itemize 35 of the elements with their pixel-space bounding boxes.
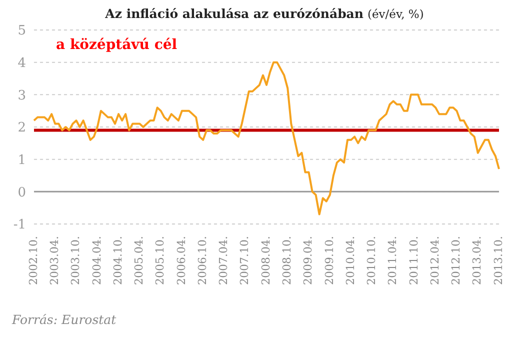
annotation: a középtávú cél [56, 37, 178, 53]
x-tick-label: 2008.04. [259, 236, 272, 285]
x-tick-label: 2010.10. [365, 236, 378, 285]
x-tick-label: 2007.10. [238, 236, 252, 285]
x-tick-label: 2013.04. [470, 236, 484, 285]
x-tick-label: 2010.04. [344, 236, 357, 285]
x-tick-label: 2002.10. [26, 236, 40, 285]
x-tick-label: 2008.10. [280, 236, 294, 285]
text: Forrás: Eurostat [12, 312, 116, 327]
y-tick-label: 2 [18, 120, 26, 136]
y-tick-label: 3 [18, 88, 26, 104]
x-tick-label: 2012.04. [428, 236, 442, 285]
x-tick-label: 2005.10. [154, 236, 167, 285]
x-tick-label: 2004.10. [111, 236, 124, 285]
x-tick-label: 2013.10. [492, 236, 505, 285]
x-tick-label: 2011.04. [386, 236, 400, 285]
line-series [33, 61, 500, 216]
x-tick-label: 2005.04. [132, 236, 146, 285]
x-tick-label: 2003.04. [48, 236, 61, 285]
x-tick-label: 2006.04. [174, 236, 188, 285]
y-tick-label: -1 [13, 218, 26, 233]
x-tick-label: 2011.10. [407, 236, 420, 285]
y-tick-label: 1 [18, 152, 26, 168]
x-tick-label: 2004.04. [90, 236, 104, 285]
chart-subtitle: (év/év, %) [367, 7, 424, 21]
y-tick-label: 0 [18, 185, 26, 200]
x-tick-label: 2012.10. [450, 236, 463, 285]
x-tick-label: 2003.10. [69, 236, 82, 285]
chart-title: Az infláció alakulása az eurózónában [105, 6, 364, 21]
x-tick-label: 2006.10. [196, 236, 209, 285]
x-tick-label: 2009.10. [322, 236, 336, 285]
y-tick-label: 4 [18, 56, 26, 71]
x-tick-label: 2007.04. [217, 236, 230, 285]
x-tick-label: 2009.04. [302, 236, 315, 285]
y-tick-label: 5 [18, 24, 26, 39]
